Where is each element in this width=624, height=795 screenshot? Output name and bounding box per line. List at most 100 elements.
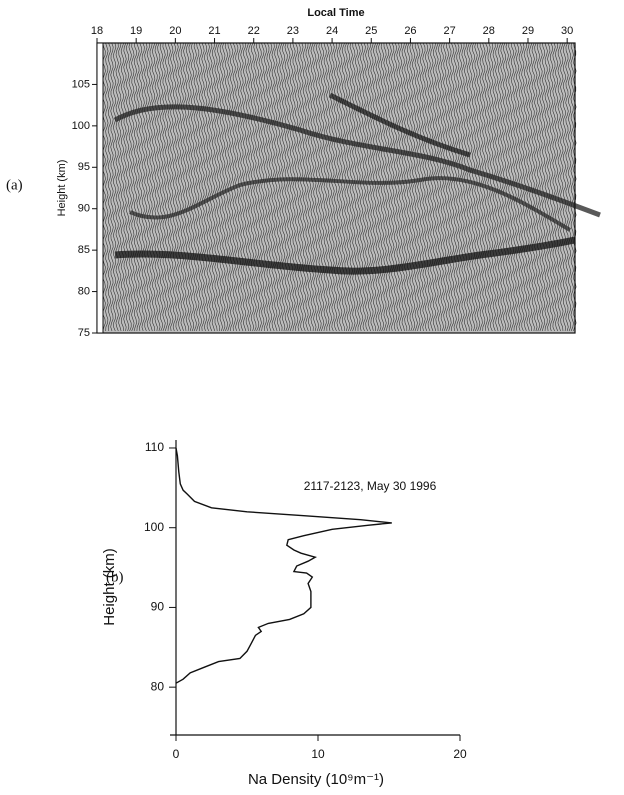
- wiggle-trace: [500, 42, 504, 332]
- wiggle-trace: [570, 42, 574, 332]
- wiggle-trace: [193, 42, 197, 332]
- wiggle-trace: [149, 42, 153, 332]
- wiggle-trace: [567, 42, 572, 332]
- wiggle-trace: [201, 42, 205, 332]
- wiggle-trace: [336, 42, 340, 332]
- wiggle-trace: [287, 42, 291, 332]
- wiggle-trace: [245, 42, 249, 332]
- wiggle-trace: [151, 42, 156, 332]
- wiggle-trace: [448, 42, 452, 332]
- wiggle-trace: [209, 42, 213, 332]
- x-tick-label: 23: [287, 25, 299, 37]
- x-tick-label: 20: [169, 25, 181, 37]
- wiggle-trace: [359, 42, 364, 332]
- wiggle-trace: [404, 42, 408, 331]
- wiggle-trace: [333, 42, 338, 332]
- wiggle-trace: [406, 42, 411, 332]
- wiggle-trace: [167, 42, 171, 332]
- wiggle-trace: [362, 42, 366, 332]
- wiggle-trace: [463, 42, 468, 332]
- wiggle-trace: [271, 42, 275, 332]
- y-tick-label: 75: [78, 327, 90, 339]
- wiggle-trace: [196, 42, 200, 332]
- wiggle-trace: [554, 42, 559, 332]
- wiggle-trace: [261, 42, 265, 332]
- wiggle-trace: [531, 42, 535, 332]
- y-tick-label: 105: [72, 78, 90, 90]
- wiggle-trace: [479, 42, 483, 332]
- y-tick-label: 95: [78, 161, 90, 173]
- x-tick-label: 29: [522, 25, 534, 37]
- wiggle-trace: [505, 42, 509, 332]
- wiggle-trace: [248, 42, 252, 332]
- wiggle-trace: [495, 42, 499, 332]
- y-tick-label: 80: [78, 285, 90, 297]
- wiggle-trace: [183, 42, 187, 332]
- wiggle-trace: [432, 42, 437, 332]
- wiggle-trace: [211, 42, 216, 332]
- wiggle-trace: [393, 42, 398, 332]
- wiggle-trace: [188, 42, 192, 332]
- wiggle-trace: [320, 42, 325, 332]
- wiggle-trace: [344, 42, 348, 332]
- wiggle-trace: [198, 42, 203, 332]
- wiggle-trace: [276, 42, 281, 332]
- wiggle-trace: [120, 42, 125, 332]
- wiggle-trace: [492, 42, 496, 332]
- left-strip: [96, 42, 104, 334]
- wiggle-trace: [302, 42, 307, 332]
- wiggle-trace: [502, 42, 507, 332]
- plot-background: [97, 43, 575, 333]
- wiggle-trace: [107, 42, 112, 332]
- wiggle-trace: [461, 43, 465, 332]
- x-tick-label: 24: [326, 25, 338, 37]
- y-tick-label: 85: [78, 244, 90, 256]
- wiggle-trace: [375, 42, 379, 332]
- panel-label: (a): [6, 177, 23, 193]
- wiggle-trace: [435, 42, 439, 332]
- wiggle-trace: [300, 42, 304, 332]
- x-tick-label: 21: [208, 25, 220, 37]
- wiggle-trace: [411, 42, 416, 332]
- wiggle-trace: [380, 42, 385, 332]
- y-tick-label: 110: [145, 440, 164, 454]
- wiggle-trace: [534, 42, 538, 332]
- wiggle-trace: [508, 42, 512, 332]
- wiggle-trace: [253, 42, 257, 332]
- wiggle-trace: [216, 42, 221, 332]
- wiggle-trace: [315, 42, 320, 332]
- wiggle-trace: [458, 42, 463, 332]
- wiggle-trace: [258, 42, 262, 332]
- wiggle-trace: [242, 42, 247, 332]
- wiggle-trace: [341, 42, 346, 331]
- wiggle-trace: [274, 42, 278, 332]
- wiggle-trace: [144, 42, 148, 332]
- dark-band: [114, 236, 576, 275]
- wiggle-trace: [510, 42, 515, 332]
- wiggle-trace: [323, 42, 327, 332]
- wiggle-trace: [136, 42, 140, 332]
- wiggle-trace: [279, 42, 283, 332]
- wiggle-trace: [224, 42, 229, 332]
- wiggle-trace: [222, 42, 226, 332]
- y-axis-title: Height (km): [101, 548, 118, 626]
- wiggle-trace: [541, 42, 546, 332]
- wiggle-trace: [549, 42, 554, 332]
- wiggle-trace: [125, 42, 130, 332]
- wiggle-trace: [430, 43, 434, 332]
- wiggle-trace: [284, 42, 288, 332]
- wiggle-trace: [497, 42, 502, 332]
- x-tick-label: 18: [91, 25, 103, 37]
- wiggle-trace: [310, 42, 314, 332]
- wiggle-trace: [401, 42, 405, 332]
- x-tick-label: 28: [483, 25, 495, 37]
- wiggle-trace: [414, 43, 418, 332]
- wiggle-trace: [365, 42, 369, 332]
- wiggle-trace: [357, 42, 361, 331]
- wiggle-trace: [565, 42, 569, 332]
- wiggle-trace: [170, 42, 174, 332]
- wiggle-trace: [469, 42, 473, 332]
- wiggle-trace: [445, 43, 450, 332]
- wiggle-trace: [339, 42, 343, 332]
- wiggle-trace: [528, 42, 533, 332]
